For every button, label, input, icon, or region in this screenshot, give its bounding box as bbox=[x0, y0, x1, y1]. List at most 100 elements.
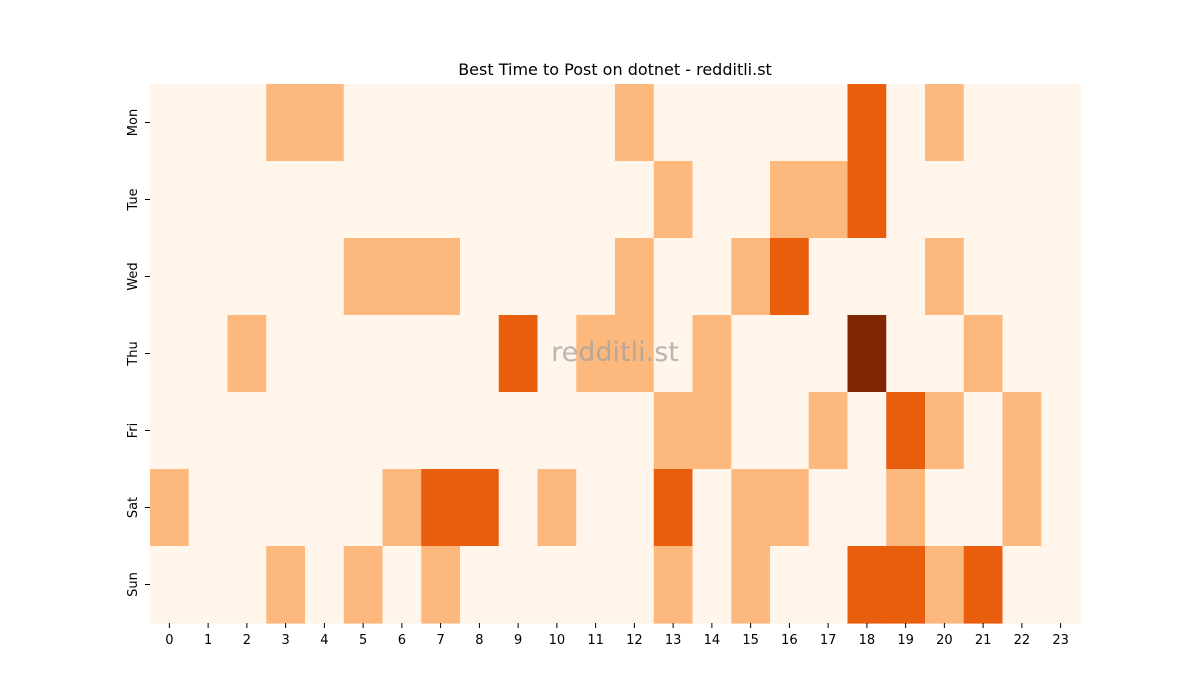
x-tick-label-12: 12 bbox=[626, 633, 643, 648]
heatmap-cell-sun-13 bbox=[653, 546, 694, 624]
heatmap-cell-fri-6 bbox=[382, 392, 422, 470]
heatmap-cell-sat-6 bbox=[382, 469, 422, 547]
watermark: redditli.st bbox=[551, 337, 679, 368]
heatmap-cell-tue-19 bbox=[886, 161, 926, 239]
heatmap-cell-mon-12 bbox=[615, 84, 655, 162]
heatmap-cell-sun-2 bbox=[227, 546, 267, 624]
heatmap-cell-sat-4 bbox=[305, 469, 345, 547]
heatmap-cell-wed-22 bbox=[1002, 238, 1042, 316]
heatmap-cell-sat-10 bbox=[537, 469, 577, 547]
heatmap-cell-wed-4 bbox=[305, 238, 345, 316]
heatmap-cell-mon-18 bbox=[847, 84, 887, 162]
heatmap-cell-wed-14 bbox=[692, 238, 732, 316]
heatmap-cell-mon-7 bbox=[421, 84, 461, 162]
heatmap-cell-sat-8 bbox=[460, 469, 500, 547]
heatmap-cell-sun-20 bbox=[925, 546, 965, 624]
y-axis: Mon Tue Wed Thu Fri Sat Sun bbox=[126, 109, 150, 597]
heatmap-cell-wed-20 bbox=[925, 238, 965, 316]
heatmap-cell-thu-11 bbox=[576, 315, 616, 393]
heatmap-cell-sun-18 bbox=[847, 546, 887, 624]
heatmap-cell-mon-0 bbox=[150, 84, 190, 162]
heatmap-cell-wed-0 bbox=[150, 238, 190, 316]
heatmap-cell-tue-8 bbox=[460, 161, 500, 239]
x-tick-label-23: 23 bbox=[1052, 633, 1069, 648]
heatmap-cell-thu-9 bbox=[498, 315, 539, 393]
heatmap-cell-wed-23 bbox=[1041, 238, 1081, 316]
heatmap-cell-sat-17 bbox=[808, 469, 849, 547]
heatmap-cell-thu-21 bbox=[963, 315, 1004, 393]
x-tick-label-17: 17 bbox=[820, 633, 837, 648]
heatmap-cell-sat-1 bbox=[188, 469, 229, 547]
heatmap-cell-wed-10 bbox=[537, 238, 577, 316]
heatmap-cell-fri-1 bbox=[188, 392, 229, 470]
heatmap-cell-fri-2 bbox=[227, 392, 267, 470]
heatmap-cell-sun-4 bbox=[305, 546, 345, 624]
heatmap-cell-sun-19 bbox=[886, 546, 926, 624]
heatmap-cell-sun-7 bbox=[421, 546, 461, 624]
heatmap-cell-tue-22 bbox=[1002, 161, 1042, 239]
heatmap-cell-mon-19 bbox=[886, 84, 926, 162]
heatmap-cell-sat-15 bbox=[731, 469, 771, 547]
heatmap-cell-thu-6 bbox=[382, 315, 422, 393]
heatmap-cell-tue-21 bbox=[963, 161, 1004, 239]
heatmap-cell-mon-21 bbox=[963, 84, 1004, 162]
heatmap-cell-wed-5 bbox=[343, 238, 384, 316]
heatmap-cell-wed-11 bbox=[576, 238, 616, 316]
heatmap-cell-tue-23 bbox=[1041, 161, 1081, 239]
x-tick-label-14: 14 bbox=[704, 633, 721, 648]
heatmap-cell-fri-0 bbox=[150, 392, 190, 470]
heatmap-cell-fri-8 bbox=[460, 392, 500, 470]
heatmap-cell-thu-23 bbox=[1041, 315, 1081, 393]
heatmap-cell-fri-15 bbox=[731, 392, 771, 470]
heatmap-cell-wed-13 bbox=[653, 238, 694, 316]
heatmap-cell-wed-3 bbox=[266, 238, 306, 316]
heatmap-cell-tue-4 bbox=[305, 161, 345, 239]
heatmap-cell-thu-0 bbox=[150, 315, 190, 393]
heatmap-cell-thu-4 bbox=[305, 315, 345, 393]
heatmap-cell-mon-15 bbox=[731, 84, 771, 162]
heatmap-cell-mon-13 bbox=[653, 84, 694, 162]
heatmap-cell-fri-18 bbox=[847, 392, 887, 470]
heatmap-cell-sun-10 bbox=[537, 546, 577, 624]
heatmap-cell-sun-23 bbox=[1041, 546, 1081, 624]
heatmap-cell-tue-6 bbox=[382, 161, 422, 239]
heatmap-cell-sat-11 bbox=[576, 469, 616, 547]
heatmap-cell-sat-16 bbox=[770, 469, 810, 547]
heatmap-cell-thu-3 bbox=[266, 315, 306, 393]
heatmap-cell-fri-19 bbox=[886, 392, 926, 470]
x-tick-label-10: 10 bbox=[549, 633, 566, 648]
heatmap-cell-thu-10 bbox=[537, 315, 577, 393]
x-tick-label-7: 7 bbox=[436, 633, 444, 648]
heatmap-cell-tue-20 bbox=[925, 161, 965, 239]
heatmap-cell-sun-12 bbox=[615, 546, 655, 624]
y-tick-label-tue: Tue bbox=[126, 188, 141, 211]
heatmap-cell-fri-13 bbox=[653, 392, 694, 470]
heatmap-cell-wed-1 bbox=[188, 238, 229, 316]
heatmap-cell-sat-18 bbox=[847, 469, 887, 547]
heatmap-cell-mon-4 bbox=[305, 84, 345, 162]
x-tick-label-8: 8 bbox=[475, 633, 483, 648]
heatmap-cell-thu-20 bbox=[925, 315, 965, 393]
heatmap-cell-fri-9 bbox=[498, 392, 539, 470]
heatmap-cell-wed-17 bbox=[808, 238, 849, 316]
heatmap-cell-thu-2 bbox=[227, 315, 267, 393]
heatmap-cell-mon-11 bbox=[576, 84, 616, 162]
heatmap-cell-sun-22 bbox=[1002, 546, 1042, 624]
heatmap-cell-thu-14 bbox=[692, 315, 732, 393]
heatmap-cell-thu-12 bbox=[615, 315, 655, 393]
heatmap-cell-fri-14 bbox=[692, 392, 732, 470]
heatmap-cell-sat-20 bbox=[925, 469, 965, 547]
chart-title: Best Time to Post on dotnet - redditli.s… bbox=[458, 60, 772, 79]
heatmap-cell-mon-9 bbox=[498, 84, 539, 162]
heatmap-cell-mon-10 bbox=[537, 84, 577, 162]
heatmap-cell-tue-18 bbox=[847, 161, 887, 239]
heatmap-cell-sat-3 bbox=[266, 469, 306, 547]
heatmap-cell-sun-14 bbox=[692, 546, 732, 624]
heatmap-cell-sun-8 bbox=[460, 546, 500, 624]
heatmap-cell-fri-23 bbox=[1041, 392, 1081, 470]
heatmap-cell-sat-19 bbox=[886, 469, 926, 547]
heatmap-cell-wed-9 bbox=[498, 238, 539, 316]
x-tick-label-3: 3 bbox=[281, 633, 289, 648]
x-tick-label-4: 4 bbox=[320, 633, 328, 648]
